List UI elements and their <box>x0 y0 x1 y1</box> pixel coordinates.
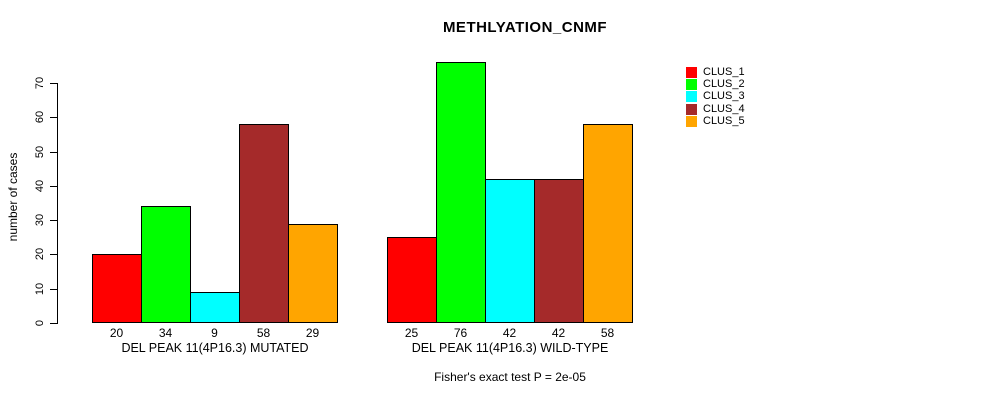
bar-clus_3-mutated <box>190 292 240 324</box>
legend-label: CLUS_1 <box>703 65 745 78</box>
bar-value-label: 29 <box>305 326 320 340</box>
annotation-text: Fisher's exact test P = 2e-05 <box>434 370 586 384</box>
chart-title: METHLYATION_CNMF <box>442 19 608 36</box>
y-axis-tick <box>50 220 57 221</box>
bar-value-label: 9 <box>211 326 218 340</box>
bar-value-label: 34 <box>158 326 173 340</box>
legend-swatch-icon <box>686 91 697 103</box>
bar-value-label: 58 <box>256 326 271 340</box>
legend-swatch-icon <box>686 66 697 78</box>
legend-swatch-icon <box>686 103 697 115</box>
bar-value-label: 58 <box>600 326 615 340</box>
y-axis-tick-label: 60 <box>34 110 46 124</box>
bar-clus_5-wild-type <box>583 124 633 324</box>
bar-value-label: 42 <box>551 326 566 340</box>
legend-item-clus_2: CLUS_2 <box>686 78 745 91</box>
y-axis-tick <box>50 323 57 324</box>
legend-swatch-icon <box>686 116 697 128</box>
legend-item-clus_4: CLUS_4 <box>686 103 745 115</box>
legend-item-clus_3: CLUS_3 <box>686 91 745 103</box>
y-axis-tick-label: 40 <box>34 179 46 193</box>
bar-value-label: 25 <box>404 326 419 340</box>
x-axis-group-label: DEL PEAK 11(4P16.3) MUTATED <box>121 341 309 355</box>
y-axis-tick-label: 20 <box>34 247 46 261</box>
bar-clus_2-mutated <box>141 206 191 324</box>
y-axis-tick-label: 0 <box>34 319 46 327</box>
legend-label: CLUS_2 <box>703 78 745 91</box>
y-axis-line <box>57 83 58 324</box>
y-axis-tick <box>50 117 57 118</box>
legend-item-clus_1: CLUS_1 <box>686 66 745 78</box>
legend-label: CLUS_4 <box>703 102 745 115</box>
legend-swatch-icon <box>686 79 697 91</box>
y-axis-tick <box>50 83 57 84</box>
y-axis-title: number of cases <box>6 152 20 242</box>
y-axis-tick <box>50 186 57 187</box>
bar-clus_4-wild-type <box>534 179 584 323</box>
legend-item-clus_5: CLUS_5 <box>686 116 745 128</box>
legend-label: CLUS_5 <box>703 115 745 128</box>
y-axis-tick <box>50 289 57 290</box>
bar-value-label: 42 <box>502 326 517 340</box>
legend-label: CLUS_3 <box>703 90 745 103</box>
y-axis-tick-label: 30 <box>34 213 46 227</box>
x-axis-group-label: DEL PEAK 11(4P16.3) WILD-TYPE <box>411 341 609 355</box>
bar-clus_4-mutated <box>239 124 289 324</box>
bar-clus_1-mutated <box>92 254 142 324</box>
bar-clus_1-wild-type <box>387 237 437 324</box>
y-axis-tick <box>50 152 57 153</box>
bar-value-label: 76 <box>453 326 468 340</box>
bar-clus_3-wild-type <box>485 179 535 323</box>
y-axis-tick-label: 10 <box>34 282 46 296</box>
bar-clus_5-mutated <box>288 223 338 323</box>
y-axis-tick-label: 50 <box>34 145 46 159</box>
y-axis-tick <box>50 254 57 255</box>
y-axis-tick-label: 70 <box>34 76 46 90</box>
bar-clus_2-wild-type <box>436 62 486 324</box>
bar-value-label: 20 <box>109 326 124 340</box>
legend: CLUS_1 CLUS_2 CLUS_3 CLUS_4 CLUS_5 <box>686 66 745 128</box>
